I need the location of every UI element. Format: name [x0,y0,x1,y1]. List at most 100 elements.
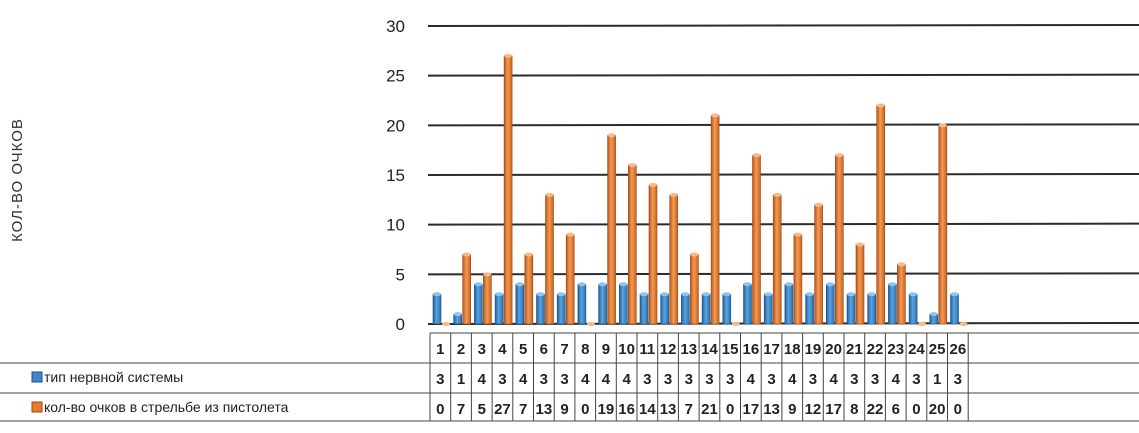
bar-nervous-system [432,292,442,325]
bar-nervous-system [805,292,814,325]
gridline [427,123,1139,127]
bar-shooting-points [772,192,782,325]
data-table-cell: 3 [436,371,444,388]
category-label: 12 [660,341,677,358]
y-tick-labels: 0 5 10 15 20 25 30 [386,17,405,334]
bar-shooting-points [793,232,803,325]
bar-nervous-system [453,312,463,325]
data-table-cell: 22 [867,401,884,418]
data-table-cell: 0 [912,401,920,418]
data-table-cell: 0 [726,401,734,418]
data-table-cell: 3 [643,371,651,388]
category-label: 11 [639,341,655,358]
data-table-cell: 3 [705,371,713,388]
data-table-cell: 4 [519,371,528,388]
data-table-cell: 16 [618,401,635,418]
bar-shooting-points [959,322,968,326]
bar-nervous-system [763,292,773,325]
bar-nervous-system [701,292,711,325]
series-label: тип нервной системы [44,369,183,385]
bars [432,53,968,326]
data-table-cell: 6 [892,401,900,418]
data-table-cell: 4 [478,371,487,388]
category-label: 15 [722,341,739,358]
category-label: 13 [680,341,697,358]
data-table-cell: 3 [850,371,858,388]
gridline [427,222,1139,226]
legend-key-nervous-system [31,371,43,383]
category-label: 25 [929,341,946,358]
bar-nervous-system [888,282,897,325]
bar-shooting-points [503,53,513,325]
data-table-cell: 13 [536,401,553,418]
data-table-cell: 13 [763,401,780,418]
bar-nervous-system [618,282,628,325]
bar-shooting-points [669,192,679,325]
data-table-cell: 3 [912,371,920,388]
data-table: 1 2 3 4 5 6 7 8 9 10 11 12 13 14 15 16 17 18 19 20 21 22 23 24 2… [0,332,1139,422]
data-table-cell: 17 [825,401,842,418]
category-label: 2 [457,341,465,358]
data-table-cell: 3 [664,371,672,388]
category-label: 1 [436,341,444,358]
data-table-cell: 7 [457,401,465,418]
bar-shooting-points [462,252,472,325]
category-label: 16 [743,341,760,358]
y-tick-label: 10 [386,216,405,235]
bar-nervous-system [536,292,545,325]
category-label: 19 [805,341,822,358]
bar-nervous-system [743,282,752,325]
data-table-cell: 3 [560,371,568,388]
data-table-cell: 4 [829,371,838,388]
data-table-cell: 7 [685,401,693,418]
bar-nervous-system [598,282,607,325]
category-label: 17 [763,341,780,358]
gridlines [427,24,1139,325]
category-label: 21 [846,341,863,358]
category-label: 6 [540,341,548,358]
bar-shooting-points [814,202,823,325]
data-table-cell: 27 [494,401,511,418]
bar-nervous-system [846,292,856,325]
bar-nervous-system [556,292,566,325]
bar-nervous-system [494,292,504,325]
bar-nervous-system [929,312,939,325]
data-table-cell: 3 [498,371,506,388]
data-table-cell: 21 [701,401,718,418]
gridline [427,73,1139,77]
bar-shooting-points [648,182,658,325]
category-label: 20 [825,341,842,358]
bar-shooting-points [897,262,906,325]
bar-shooting-points [586,322,596,326]
bar-nervous-system [825,282,835,325]
data-table-cell: 0 [954,401,962,418]
data-table-cell: 12 [805,401,822,418]
data-table-cell: 4 [602,371,611,388]
y-axis-label: КОЛ-ВО ОЧКОВ [9,118,26,242]
gridline [427,322,1139,325]
bar-shooting-points [917,322,927,326]
bar-nervous-system [867,292,877,325]
data-table-cell: 4 [622,371,631,388]
data-table-cell: 4 [581,371,590,388]
bar-shooting-points [690,252,699,325]
data-table-cell: 1 [457,371,465,388]
category-label: 5 [519,341,527,358]
bar-nervous-system [577,282,587,325]
y-tick-label: 20 [386,116,405,135]
bar-shooting-points [441,322,451,326]
data-table-cell: 13 [660,401,677,418]
y-tick-label: 25 [386,67,405,86]
bar-nervous-system [908,292,918,325]
gridline [427,24,1139,27]
bar-shooting-points [524,252,534,325]
data-table-cell: 0 [436,401,444,418]
category-label: 22 [867,341,884,358]
category-label: 10 [618,341,635,358]
data-table-cell: 3 [767,371,775,388]
data-table-cell: 1 [933,371,941,388]
data-table-cell: 3 [954,371,962,388]
bar-shooting-points [752,153,761,325]
data-table-cell: 0 [581,401,589,418]
data-table-cell: 3 [726,371,734,388]
